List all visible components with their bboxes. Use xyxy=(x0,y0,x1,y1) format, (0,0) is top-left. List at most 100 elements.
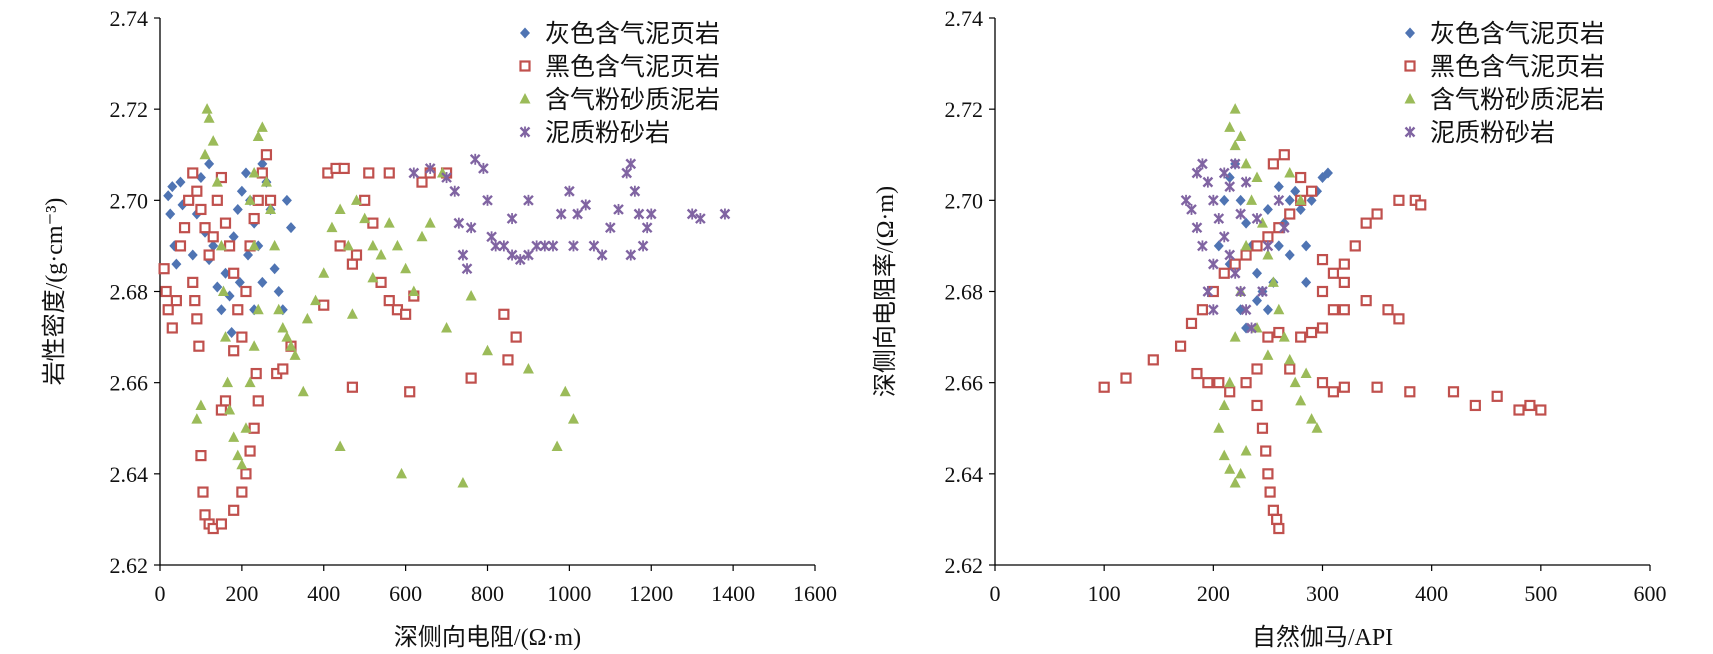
data-point xyxy=(187,167,199,179)
data-point xyxy=(228,345,240,357)
data-point xyxy=(1235,208,1246,220)
data-point xyxy=(310,294,322,306)
data-point xyxy=(490,240,502,252)
data-point xyxy=(252,395,264,407)
data-point xyxy=(217,285,229,296)
data-point xyxy=(1262,240,1274,252)
data-point xyxy=(289,349,301,360)
data-point xyxy=(1202,377,1214,389)
data-point xyxy=(1447,386,1460,398)
legend-marker xyxy=(519,60,531,72)
data-point xyxy=(1273,303,1285,315)
data-point xyxy=(199,509,211,521)
data-point xyxy=(163,190,174,202)
data-point xyxy=(1262,249,1274,260)
chart-right: 2.62 2.64 2.66 2.68 2.70 2.72 2.74 0 100 200 300 40… xyxy=(872,6,1667,651)
data-point xyxy=(1393,313,1405,325)
series-3 xyxy=(191,103,579,488)
data-point xyxy=(1224,376,1236,388)
data-point xyxy=(1180,194,1192,206)
data-point xyxy=(1273,326,1285,339)
y-tick-label: 2.66 xyxy=(110,371,149,396)
data-point xyxy=(1218,267,1230,279)
y-tick-label: 2.64 xyxy=(110,462,149,487)
data-point xyxy=(1218,231,1230,243)
data-point xyxy=(256,121,268,132)
data-point xyxy=(277,363,289,375)
data-point xyxy=(1246,322,1257,334)
data-point xyxy=(1262,203,1273,215)
y-tick-label: 2.62 xyxy=(110,553,149,578)
data-point xyxy=(195,172,206,184)
data-point xyxy=(1246,194,1258,205)
data-point xyxy=(346,258,359,270)
data-point xyxy=(1338,381,1350,393)
data-point xyxy=(1229,158,1241,170)
data-point xyxy=(441,172,452,184)
data-point xyxy=(174,240,187,252)
data-point xyxy=(1186,203,1197,215)
data-point xyxy=(1316,377,1329,389)
data-point xyxy=(1289,376,1301,388)
data-point xyxy=(523,194,534,206)
x-tick-label: 400 xyxy=(1415,581,1448,606)
data-point xyxy=(1147,354,1159,366)
data-point xyxy=(453,217,465,229)
legend-marker xyxy=(1404,93,1416,104)
data-point xyxy=(1197,158,1208,170)
data-point xyxy=(1284,194,1295,206)
data-point xyxy=(248,340,260,351)
legend-marker xyxy=(519,93,531,104)
data-point xyxy=(1251,363,1263,375)
data-point xyxy=(248,239,260,251)
data-point xyxy=(191,313,203,325)
legend-label: 泥质粉砂岩 xyxy=(1430,119,1555,147)
legend-item: 含气粉砂质泥岩 xyxy=(1404,86,1605,114)
data-point xyxy=(1240,157,1252,169)
x-tick-label: 500 xyxy=(1524,581,1557,606)
data-point xyxy=(1224,181,1236,193)
data-point xyxy=(1229,476,1241,488)
data-point xyxy=(219,217,232,229)
data-point xyxy=(1207,258,1219,270)
data-point xyxy=(232,449,244,461)
data-point xyxy=(539,240,551,252)
data-point xyxy=(1371,208,1383,220)
legend-marker xyxy=(1404,126,1416,138)
series-4 xyxy=(1180,158,1290,334)
data-point xyxy=(318,267,330,278)
data-point xyxy=(1284,166,1296,178)
data-point xyxy=(1267,504,1279,516)
data-point xyxy=(408,167,420,179)
data-point xyxy=(633,208,645,220)
data-point xyxy=(219,395,232,407)
data-point xyxy=(273,303,285,315)
data-point xyxy=(502,354,514,366)
series-3 xyxy=(1213,103,1323,488)
data-point xyxy=(252,303,264,315)
data-point xyxy=(1306,194,1317,206)
data-point xyxy=(281,331,293,342)
data-point xyxy=(346,308,358,319)
legend-item: 泥质粉砂岩 xyxy=(1404,119,1555,147)
x-tick-label: 600 xyxy=(389,581,422,606)
chart-left: 2.62 2.64 2.66 2.68 2.70 2.72 2.74 0 200 400 600 80… xyxy=(41,6,837,651)
data-point xyxy=(572,208,583,220)
data-point xyxy=(1262,468,1274,480)
data-point xyxy=(222,376,234,388)
data-point xyxy=(201,103,213,114)
data-point xyxy=(257,158,268,170)
data-point xyxy=(158,263,170,275)
legend-label: 黑色含气泥页岩 xyxy=(1430,53,1605,81)
data-point xyxy=(334,440,346,451)
data-point xyxy=(285,340,297,351)
data-point xyxy=(1415,199,1427,211)
data-point xyxy=(244,376,256,388)
x-tick-label: 800 xyxy=(471,581,504,606)
data-point xyxy=(236,185,247,197)
x-tick-label: 1000 xyxy=(547,581,591,606)
data-point xyxy=(1404,386,1416,398)
data-point xyxy=(396,467,408,479)
data-point xyxy=(400,262,412,274)
data-point xyxy=(416,230,428,242)
